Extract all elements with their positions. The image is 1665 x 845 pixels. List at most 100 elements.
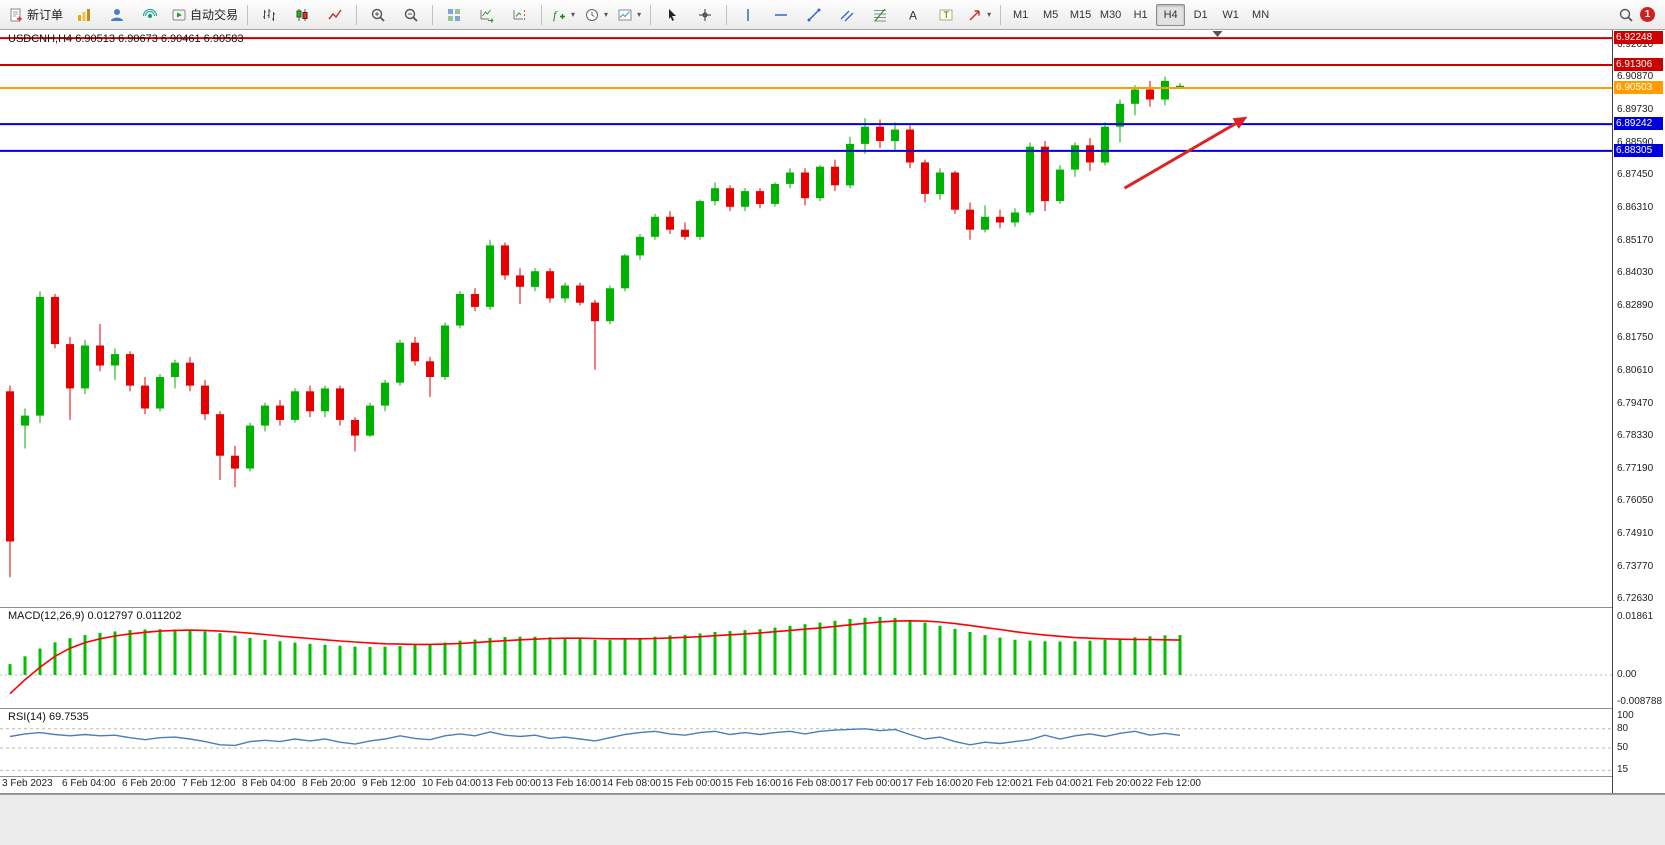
price-tick: 6.90870 — [1617, 71, 1654, 82]
cursor-button[interactable] — [656, 2, 688, 28]
periods-icon — [586, 8, 599, 21]
rsi-canvas[interactable] — [0, 709, 1612, 776]
equidistant-channel-button[interactable] — [831, 2, 863, 28]
rsi-label: RSI(14) 69.7535 — [8, 711, 89, 723]
price-level-label: 6.91306 — [1614, 58, 1663, 71]
toolbar-separator — [726, 4, 728, 25]
macd-histogram — [8, 617, 1182, 675]
templates-icon — [618, 9, 632, 20]
text-label-button[interactable]: T — [930, 2, 962, 28]
timeframe-H1[interactable]: H1 — [1133, 8, 1148, 21]
timeframe-H4[interactable]: H4 — [1156, 3, 1186, 26]
signals-button[interactable] — [134, 2, 166, 28]
main-chart-canvas[interactable] — [0, 30, 1612, 607]
text-button[interactable]: A — [897, 2, 929, 28]
chart-shift-icon — [513, 9, 526, 20]
time-tick: 22 Feb 12:00 — [1142, 778, 1201, 789]
autotrading-label: 自动交易 — [190, 8, 239, 22]
time-tick: 17 Feb 16:00 — [902, 778, 961, 789]
trend-arrow[interactable] — [1123, 116, 1248, 190]
price-axis[interactable]: 6.92010 6.90870 6.89730 6.88590 6.87450 6.863… — [1612, 30, 1665, 793]
market-watch-button[interactable] — [68, 2, 100, 28]
price-tick: 6.82890 — [1617, 300, 1654, 311]
macd-canvas[interactable] — [0, 608, 1612, 708]
tile-windows-button[interactable] — [438, 2, 470, 28]
templates-button[interactable]: ▾ — [613, 2, 645, 28]
price-tick: 6.80610 — [1617, 365, 1654, 376]
rsi-tick: 50 — [1617, 742, 1629, 753]
trendline-button[interactable] — [798, 2, 830, 28]
price-tick: 6.87450 — [1617, 169, 1654, 180]
time-tick: 8 Feb 20:00 — [302, 778, 356, 789]
panel-divider — [0, 776, 1665, 777]
zoom-in-icon — [371, 8, 385, 22]
zoom-out-button[interactable] — [395, 2, 427, 28]
price-level-label: 6.92248 — [1614, 31, 1663, 44]
horizontal-line-button[interactable] — [765, 2, 797, 28]
chevron-down-icon: ▾ — [604, 10, 609, 19]
time-axis[interactable]: 3 Feb 2023 6 Feb 04:00 6 Feb 20:00 7 Feb 12… — [0, 777, 1612, 793]
price-tick: 6.84030 — [1617, 267, 1654, 278]
timeframe-M15[interactable]: M15 — [1069, 8, 1092, 21]
notification-badge[interactable]: 1 — [1640, 7, 1655, 22]
time-tick: 6 Feb 04:00 — [62, 778, 116, 789]
toolbar-separator — [1000, 4, 1002, 25]
autotrading-button[interactable]: 自动交易 — [167, 2, 242, 28]
price-level-label: 6.90503 — [1614, 81, 1663, 94]
tile-windows-icon — [448, 8, 461, 21]
shift-marker — [1212, 31, 1223, 37]
timeframe-M30[interactable]: M30 — [1099, 8, 1122, 21]
candles — [6, 76, 1184, 578]
panel-divider[interactable] — [0, 607, 1665, 608]
zoom-in-button[interactable] — [362, 2, 394, 28]
timeframe-M1[interactable]: M1 — [1012, 8, 1029, 21]
rsi-panel[interactable] — [0, 709, 1612, 776]
auto-scroll-button[interactable] — [471, 2, 503, 28]
new-order-button[interactable]: 新订单 — [4, 2, 67, 28]
toolbar-separator — [650, 4, 652, 25]
toolbar-separator — [541, 4, 543, 25]
bar-chart-button[interactable] — [253, 2, 285, 28]
candle-chart-button[interactable] — [286, 2, 318, 28]
timeframe-MN[interactable]: MN — [1252, 8, 1270, 21]
panel-divider[interactable] — [0, 708, 1665, 709]
time-tick: 7 Feb 12:00 — [182, 778, 236, 789]
vertical-line-icon — [747, 8, 749, 21]
search-icon[interactable] — [1618, 7, 1634, 23]
timeframe-M5[interactable]: M5 — [1042, 8, 1059, 21]
timeframe-D1[interactable]: D1 — [1193, 8, 1208, 21]
fibonacci-button[interactable] — [864, 2, 896, 28]
fibonacci-icon — [874, 8, 887, 21]
svg-text:A: A — [909, 8, 917, 22]
macd-panel[interactable] — [0, 608, 1612, 708]
bottom-strip — [0, 794, 1665, 845]
new-order-label: 新订单 — [27, 8, 64, 22]
chart-title: USDCNH,H4 6.90513 6.90673 6.90461 6.9058… — [8, 33, 244, 45]
crosshair-button[interactable] — [689, 2, 721, 28]
signals-icon — [143, 8, 158, 18]
indicators-button[interactable]: f ▾ — [547, 2, 579, 28]
timeframe-W1[interactable]: W1 — [1222, 8, 1239, 21]
chevron-down-icon: ▾ — [637, 10, 642, 19]
crosshair-icon — [699, 8, 712, 21]
toolbar-separator — [247, 4, 249, 25]
price-tick: 6.85170 — [1617, 235, 1654, 246]
time-tick: 3 Feb 2023 — [2, 778, 53, 789]
timeframe-bar: M1 M5 M15 M30 H1 H4 D1 W1 MN — [1006, 3, 1275, 26]
rsi-line — [9, 728, 1181, 747]
arrows-button[interactable]: ▾ — [963, 2, 995, 28]
macd-tick: -0.008788 — [1617, 696, 1663, 707]
profile-button[interactable] — [101, 2, 133, 28]
vertical-line-button[interactable] — [732, 2, 764, 28]
new-order-icon — [10, 8, 22, 21]
price-tick: 6.72630 — [1617, 593, 1654, 604]
macd-tick: 0.00 — [1617, 669, 1637, 680]
toolbar-separator — [432, 4, 434, 25]
horizontal-line-icon — [775, 13, 788, 16]
time-tick: 13 Feb 16:00 — [542, 778, 601, 789]
autotrading-icon — [172, 9, 186, 20]
periods-button[interactable]: ▾ — [580, 2, 612, 28]
main-chart-panel[interactable] — [0, 30, 1612, 607]
chart-shift-button[interactable] — [504, 2, 536, 28]
line-chart-button[interactable] — [319, 2, 351, 28]
